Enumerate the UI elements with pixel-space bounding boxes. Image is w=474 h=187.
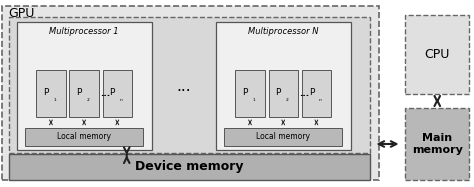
Text: CPU: CPU [425, 48, 450, 61]
Text: ₂: ₂ [285, 96, 289, 102]
Bar [301, 70, 331, 117]
Bar [405, 15, 469, 94]
Text: ₂: ₂ [86, 96, 90, 102]
Text: ₁: ₁ [252, 96, 255, 102]
Text: P: P [242, 88, 248, 97]
Text: P: P [43, 88, 49, 97]
Bar [17, 22, 152, 150]
Bar [9, 17, 370, 153]
Bar [36, 70, 65, 117]
Bar [9, 154, 370, 180]
Text: Device memory: Device memory [136, 160, 244, 173]
Text: P: P [275, 88, 281, 97]
Text: Local memory: Local memory [57, 132, 111, 141]
Bar [25, 128, 143, 146]
Text: Multiprocessor N: Multiprocessor N [248, 27, 319, 36]
Text: P: P [309, 88, 314, 97]
Text: P: P [109, 88, 115, 97]
Text: ...: ... [176, 79, 191, 94]
Text: Multiprocessor 1: Multiprocessor 1 [49, 27, 119, 36]
Text: ₙ: ₙ [119, 96, 122, 102]
Text: GPU: GPU [8, 7, 35, 20]
Text: ...: ... [299, 89, 309, 98]
Bar [102, 70, 132, 117]
Text: Local memory: Local memory [256, 132, 310, 141]
Bar [69, 70, 99, 117]
Bar [268, 70, 298, 117]
Bar [224, 128, 342, 146]
Text: ₁: ₁ [53, 96, 56, 102]
Text: Main
memory: Main memory [412, 133, 463, 155]
Text: P: P [76, 88, 82, 97]
Text: ...: ... [100, 89, 110, 98]
Text: ₙ: ₙ [319, 96, 321, 102]
Bar [235, 70, 264, 117]
Bar [216, 22, 351, 150]
Bar [405, 108, 469, 180]
Bar [2, 6, 379, 180]
